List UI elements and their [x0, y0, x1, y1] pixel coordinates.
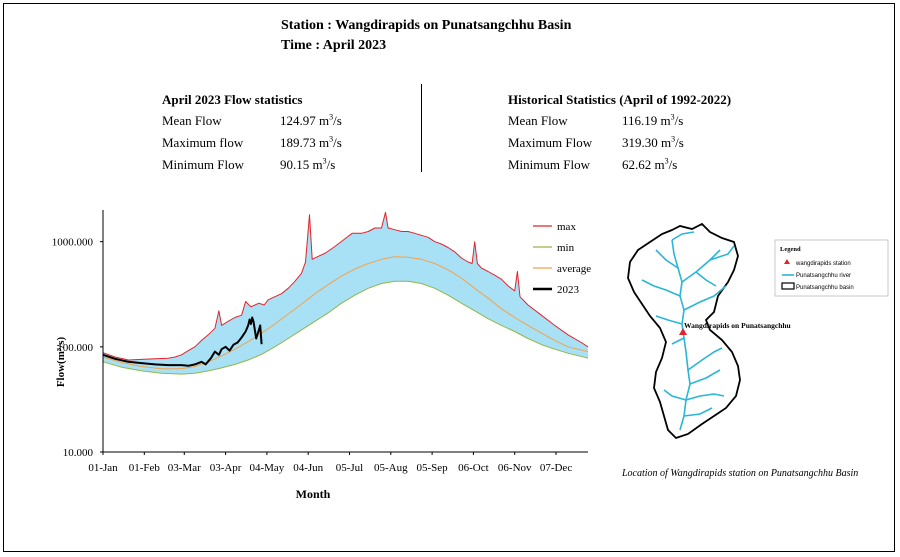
stat-unit-exponent: 3: [322, 156, 327, 166]
stat-unit-tail: /s: [675, 135, 684, 150]
stat-row: Maximum flow 189.73 m3/s: [162, 135, 422, 153]
x-tick-label: 05-Sep: [417, 462, 449, 474]
stat-unit-tail: /s: [333, 135, 342, 150]
y-axis-label: Flow(m³/s): [55, 336, 67, 387]
chart-legend: max min average 2023: [533, 221, 591, 296]
series-line-max: [102, 211, 589, 361]
stat-unit-tail: /s: [668, 157, 678, 172]
station-label: Wangdirapids on Punatsangchhu: [684, 321, 791, 330]
flow-chart: 10.000 100.000 1000.000 01-Jan 01-Feb 03-Mar 0…: [52, 210, 591, 501]
stat-label: Mean Flow: [162, 113, 222, 128]
stat-row: Minimum Flow 62.62 m3/s: [508, 157, 768, 175]
legend-label-average: average: [557, 263, 591, 275]
stat-unit-exponent: 3: [671, 134, 676, 144]
legend-label-2023: 2023: [557, 284, 580, 296]
stat-unit-exponent: 3: [329, 134, 334, 144]
legend-label-min: min: [557, 242, 575, 254]
legend-label-max: max: [557, 221, 576, 233]
stats-divider: [421, 84, 422, 172]
stat-label: Maximum Flow: [508, 135, 593, 150]
map-caption: Location of Wangdirapids station on Puna…: [622, 468, 859, 479]
stat-value: 124.97 m3/s: [280, 113, 342, 129]
station-title: Station : Wangdirapids on Punatsangchhu …: [281, 18, 572, 33]
stat-number: 319.30 m: [622, 135, 672, 150]
map-legend-item-basin: Punatsangchhu basin: [796, 285, 854, 291]
historical-stats-title: Historical Statistics (April of 1992-202…: [508, 92, 732, 107]
basin-map: Wangdirapids on Punatsangchhu Legend wan…: [627, 222, 889, 440]
stat-row: Mean Flow 124.97 m3/s: [162, 113, 422, 131]
stat-value: 319.30 m3/s: [622, 135, 684, 151]
stat-value: 90.15 m3/s: [280, 157, 335, 173]
map-legend-item-station: wangdirapids station: [795, 261, 851, 267]
max-min-band: [103, 212, 588, 375]
x-tick-label: 05-Jul: [336, 462, 364, 474]
x-tick-label: 03-Mar: [168, 462, 201, 474]
map-legend-item-river: Punatsangchhu river: [796, 273, 851, 279]
stat-unit-exponent: 3: [670, 112, 675, 122]
stat-number: 62.62 m: [622, 157, 665, 172]
stat-number: 124.97 m: [280, 113, 330, 128]
chart-series-lines: [102, 211, 589, 375]
time-title: Time : April 2023: [281, 38, 387, 53]
y-tick-label: 100.000: [57, 342, 93, 354]
x-tick-label: 01-Jan: [88, 462, 118, 474]
stat-row: Maximum Flow 319.30 m3/s: [508, 135, 768, 153]
stat-number: 90.15 m: [280, 157, 323, 172]
stat-label: Minimum Flow: [508, 157, 590, 172]
x-tick-label: 01-Feb: [129, 462, 161, 474]
x-tick-label: 03-Apr: [210, 462, 242, 474]
legend-triangle-icon: [784, 259, 790, 264]
stat-number: 116.19 m: [622, 113, 671, 128]
x-axis-label: Month: [296, 487, 331, 501]
series-line-min: [102, 280, 589, 375]
figure-frame: [3, 3, 895, 552]
stat-value: 62.62 m3/s: [622, 157, 677, 173]
series-line-2023: [102, 316, 263, 367]
map-legend: Legend wangdirapids station Punatsangchh…: [774, 239, 889, 297]
y-tick-label: 1000.000: [52, 237, 94, 249]
x-tick-label: 04-Jun: [293, 462, 323, 474]
stat-label: Maximum flow: [162, 135, 244, 150]
map-legend-title: Legend: [780, 246, 801, 253]
x-tick-label: 04-May: [249, 462, 284, 474]
x-tick-label: 05-Aug: [374, 462, 408, 474]
stat-label: Minimum Flow: [162, 157, 244, 172]
station-marker: [679, 328, 687, 335]
stat-number: 189.73 m: [280, 135, 330, 150]
stat-value: 116.19 m3/s: [622, 113, 683, 129]
chart-tick-labels: 10.000 100.000 1000.000 01-Jan 01-Feb 03-Mar 0…: [52, 237, 573, 474]
x-tick-label: 06-Oct: [458, 462, 489, 474]
stat-row: Mean Flow 116.19 m3/s: [508, 113, 768, 131]
stat-unit-tail: /s: [333, 113, 342, 128]
stat-unit-tail: /s: [326, 157, 336, 172]
stat-value: 189.73 m3/s: [280, 135, 342, 151]
y-tick-label: 10.000: [63, 447, 94, 459]
stat-unit-exponent: 3: [329, 112, 334, 122]
legend-basin-icon: [781, 282, 795, 290]
band-fill: [103, 212, 588, 375]
stat-label: Mean Flow: [508, 113, 568, 128]
stat-row: Minimum Flow 90.15 m3/s: [162, 157, 422, 175]
stat-unit-exponent: 3: [664, 156, 669, 166]
current-stats-title: April 2023 Flow statistics: [162, 92, 303, 107]
x-tick-label: 06-Nov: [498, 462, 532, 474]
stat-unit-tail: /s: [674, 113, 684, 128]
x-tick-label: 07-Dec: [540, 462, 572, 474]
